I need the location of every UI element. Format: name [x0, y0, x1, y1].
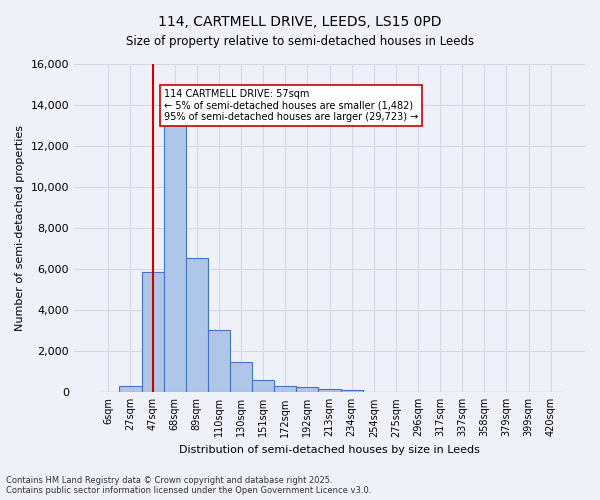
Bar [208, 330, 230, 392]
Bar [274, 386, 296, 392]
Text: Size of property relative to semi-detached houses in Leeds: Size of property relative to semi-detach… [126, 35, 474, 48]
Text: Contains HM Land Registry data © Crown copyright and database right 2025.
Contai: Contains HM Land Registry data © Crown c… [6, 476, 371, 495]
X-axis label: Distribution of semi-detached houses by size in Leeds: Distribution of semi-detached houses by … [179, 445, 480, 455]
Bar [341, 390, 362, 392]
Bar [319, 389, 341, 392]
Text: 114 CARTMELL DRIVE: 57sqm
← 5% of semi-detached houses are smaller (1,482)
95% o: 114 CARTMELL DRIVE: 57sqm ← 5% of semi-d… [164, 88, 418, 122]
Bar [230, 362, 252, 392]
Bar [142, 272, 164, 392]
Bar [296, 387, 319, 392]
Bar [252, 380, 274, 392]
Bar [186, 258, 208, 392]
Bar [119, 386, 142, 392]
Bar [164, 122, 186, 392]
Text: 114, CARTMELL DRIVE, LEEDS, LS15 0PD: 114, CARTMELL DRIVE, LEEDS, LS15 0PD [158, 15, 442, 29]
Y-axis label: Number of semi-detached properties: Number of semi-detached properties [15, 125, 25, 331]
